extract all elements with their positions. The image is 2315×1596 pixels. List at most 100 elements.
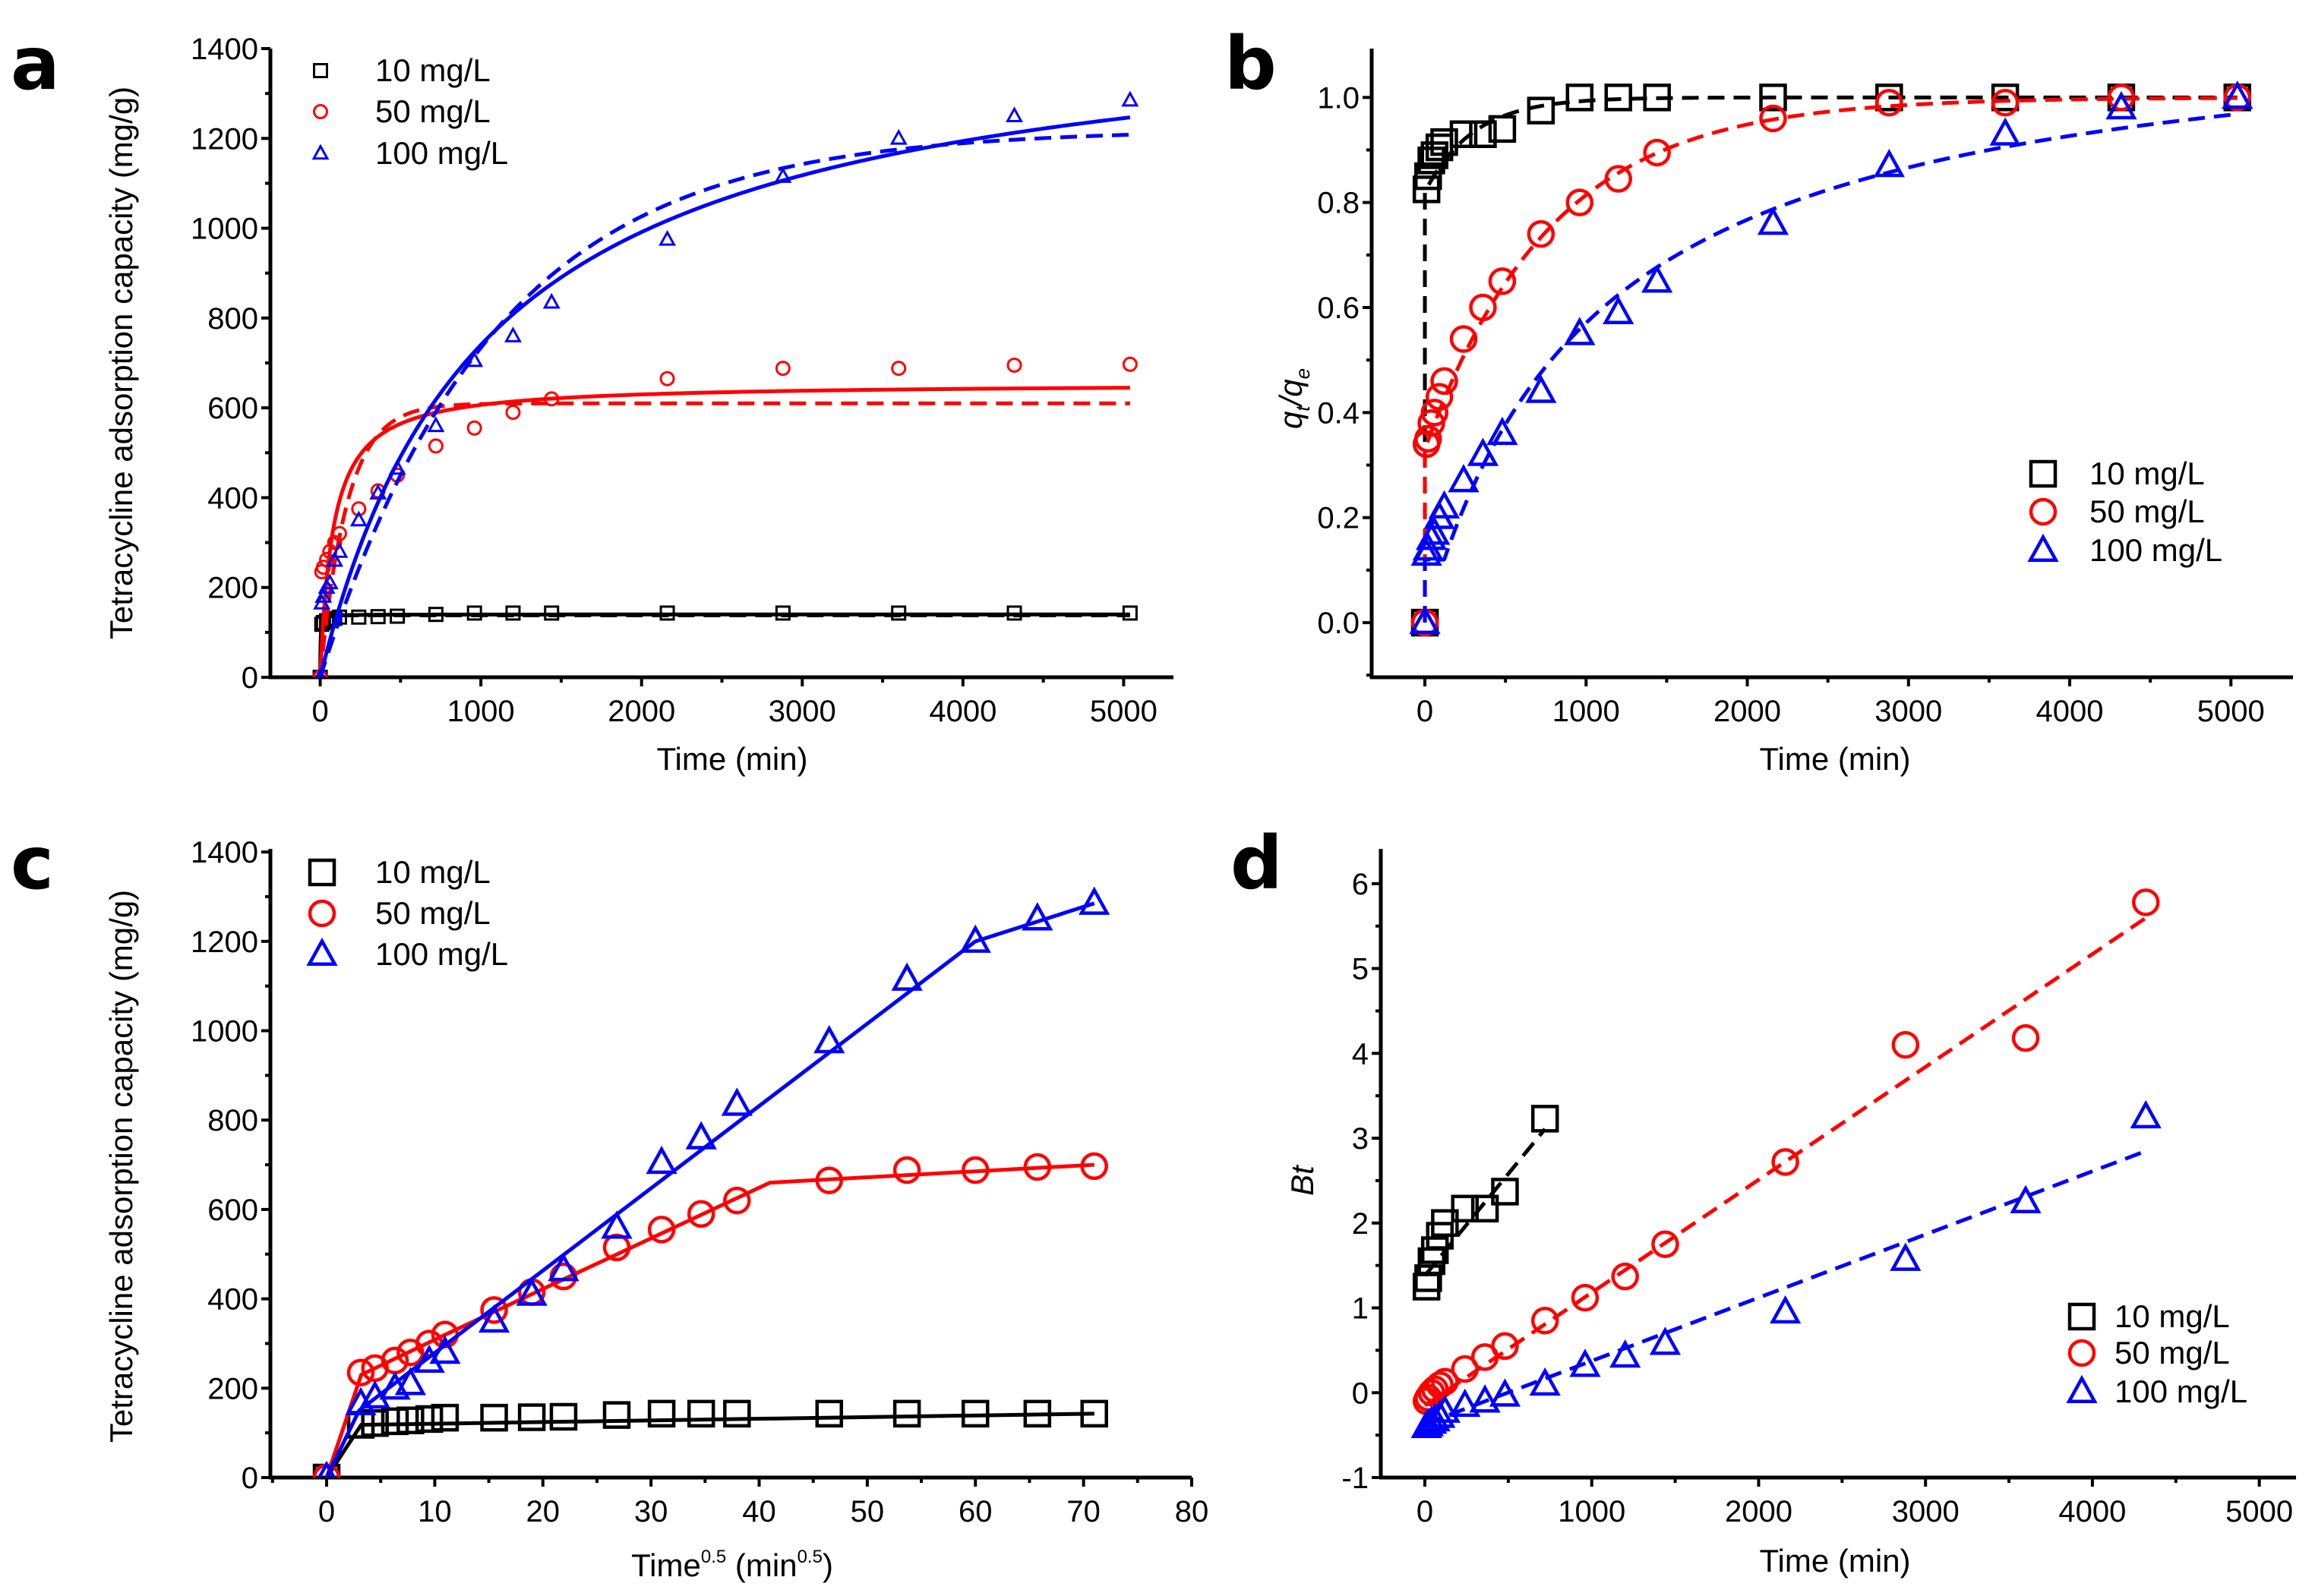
data-point [2107,84,2136,112]
data-point [687,1399,715,1428]
data-point [892,1156,921,1184]
y-tick-label: 3 [1352,1122,1369,1156]
x-tick-label: 0 [318,1495,335,1528]
data-point [1006,357,1022,373]
data-point [415,1405,444,1434]
data-point [2105,90,2137,120]
data-point [331,525,347,541]
data-point [544,605,560,621]
data-point [1649,1326,1682,1355]
data-point [1419,516,1451,545]
data-point [1486,416,1518,446]
x-tick-label: 30 [634,1495,668,1528]
x-tick-label: 1000 [447,695,515,728]
x-axis-title: Time (min) [656,741,807,777]
series-100-mg-l [1409,80,2253,635]
data-point [1122,356,1138,372]
legend-label: 100 mg/L [375,135,508,171]
data-point [321,573,339,590]
data-point [1420,1236,1449,1264]
y-tick-label: 0.2 [1317,502,1360,535]
legend-label: 100 mg/L [375,936,508,972]
data-point [647,1216,676,1244]
y-tick-label: 1000 [191,1015,258,1049]
y-axis-title: Bt [1284,1164,1320,1196]
y-tick-label: 200 [207,1372,258,1405]
y-axis-title: qt/qe [1273,368,1314,429]
data-point [1023,1399,1052,1428]
x-tick-label: 3000 [769,695,836,728]
fit-line [318,132,1130,677]
x-tick-label: 5000 [1090,695,1158,728]
data-point [1890,1242,1922,1271]
data-point [2011,1024,2040,1052]
data-point [466,420,482,436]
data-point [1530,1105,1559,1133]
data-point [1023,1153,1052,1181]
fit-line [1423,916,2147,1408]
data-point [1412,1273,1441,1301]
data-point [1527,96,1555,125]
legend-label: 100 mg/L [2089,532,2222,568]
x-tick-label: 4000 [2036,695,2104,728]
data-point [516,1277,548,1306]
legend-label: 50 mg/L [2114,1335,2230,1370]
data-point [1431,1209,1459,1238]
data-point [431,1403,460,1432]
x-axis-title-part: Time [631,1547,701,1583]
y-axis-title-part: q [1273,411,1309,429]
data-point [723,1399,751,1428]
data-point [1604,165,1632,193]
data-point [478,1304,510,1333]
series-100-mg-l [317,886,1110,1478]
y-axis-title-part: q [1273,379,1309,397]
data-point [1565,188,1594,216]
data-point [1651,1230,1679,1258]
data-point [1759,104,1787,133]
fit-line [318,613,1130,677]
y-tick-label: 600 [207,1194,258,1227]
data-point [480,1296,508,1324]
data-point [1426,1370,1454,1399]
x-tick-label: 3000 [1892,1495,1960,1528]
data-point [1759,84,1787,112]
data-point [1875,88,1903,117]
data-point [1571,1283,1600,1312]
x-tick-label: 4000 [929,695,996,728]
y-tick-label: -1 [1341,1462,1369,1495]
x-tick-label: 1000 [1558,1495,1625,1528]
y-tick-label: 0 [242,661,258,695]
legend-label: 10 mg/L [2114,1298,2230,1334]
x-tick-label: 60 [959,1495,993,1528]
data-point [517,1403,546,1431]
series-100-mg-l [1410,1099,2162,1439]
y-tick-label: 800 [207,302,258,336]
y-tick-label: 1400 [191,836,258,869]
data-point [1891,1030,1920,1059]
series-10-mg-l [312,605,1138,677]
data-point [1121,90,1139,107]
data-point [1425,383,1454,411]
x-tick-label: 40 [742,1495,776,1528]
data-point [602,1401,631,1429]
y-tick-label: 0.8 [1317,187,1360,220]
data-point [361,1408,389,1437]
data-point [480,1403,508,1432]
data-point [1080,1152,1108,1181]
data-point [1603,295,1634,324]
data-point [1569,1348,1601,1377]
y-tick-label: 0.0 [1317,607,1360,640]
y-tick-label: 1200 [191,926,258,959]
data-point [891,361,907,377]
data-point [314,667,326,677]
x-tick-label: 3000 [1874,695,1942,728]
data-point [396,1406,425,1434]
data-point [1080,1399,1108,1428]
x-tick-label: 20 [526,1495,561,1528]
data-point [1491,1332,1519,1361]
y-tick-label: 1400 [191,33,258,66]
data-point [1609,1339,1641,1368]
data-point [326,550,344,567]
legend-marker [311,144,330,160]
data-point [1449,325,1478,353]
